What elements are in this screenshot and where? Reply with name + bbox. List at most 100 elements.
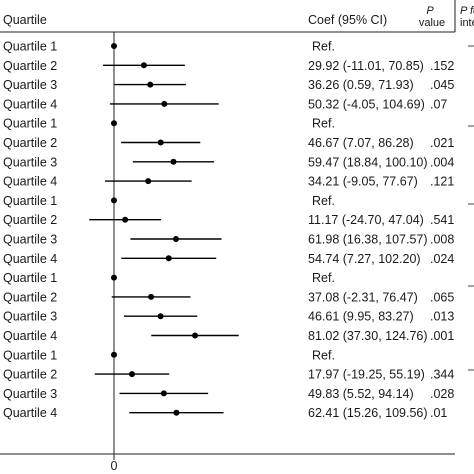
coef-ci-label: Ref. [312, 194, 335, 208]
coef-ci-label: Ref. [312, 271, 335, 285]
coef-point [128, 371, 135, 378]
p-value-label: .001 [430, 329, 454, 343]
row-label: Quartile 3 [3, 78, 57, 92]
p-value-label: .028 [430, 387, 454, 401]
p-value-label: .013 [430, 310, 454, 324]
row-label: Quartile 1 [3, 40, 57, 54]
coef-ci-label: Ref. [312, 117, 335, 131]
p-value-label: .07 [430, 97, 447, 111]
reference-point [111, 274, 117, 281]
coef-ci-label: 54.74 (7.27, 102.20) [308, 252, 421, 266]
forest-row: Quartile 4 62.41 (15.26, 109.56) .01 [3, 406, 447, 420]
coef-point [192, 332, 199, 339]
forest-row: Quartile 1 Ref. [3, 348, 335, 362]
row-label: Quartile 1 [3, 117, 57, 131]
table-header: Quartile Coef (95% CI) P value P fo inte [3, 5, 474, 29]
p-value-label: .152 [430, 59, 454, 73]
coef-ci-label: 11.17 (-24.70, 47.04) [308, 213, 424, 227]
coef-ci-label: 37.08 (-2.31, 76.47) [308, 290, 418, 304]
coef-point [165, 255, 172, 262]
row-label: Quartile 4 [3, 175, 57, 189]
plot-frame [0, 0, 474, 460]
row-label: Quartile 2 [3, 368, 57, 382]
coef-point [145, 178, 152, 185]
x-zero-label: 0 [111, 459, 118, 473]
p-value-label: .541 [430, 213, 454, 227]
row-label: Quartile 4 [3, 329, 57, 343]
row-label: Quartile 3 [3, 310, 57, 324]
coef-point [147, 81, 154, 88]
p-value-label: .024 [430, 252, 454, 266]
forest-row: Quartile 3 61.98 (16.38, 107.57) .008 [3, 233, 454, 247]
coef-ci-label: Ref. [312, 40, 335, 54]
reference-point [111, 120, 117, 127]
coef-ci-label: 34.21 (-9.05, 77.67) [308, 175, 418, 189]
p-value-label: .344 [430, 368, 454, 382]
forest-row: Quartile 1 Ref. [3, 271, 335, 285]
row-label: Quartile 3 [3, 155, 57, 169]
coef-point [157, 139, 164, 146]
forest-row: Quartile 2 37.08 (-2.31, 76.47) .065 [3, 290, 454, 304]
coef-ci-label: 50.32 (-4.05, 104.69) [308, 97, 425, 111]
row-label: Quartile 4 [3, 97, 57, 111]
row-label: Quartile 2 [3, 213, 57, 227]
row-label: Quartile 3 [3, 233, 57, 247]
coef-ci-label: 29.92 (-11.01, 70.85) [308, 59, 424, 73]
coef-ci-label: 46.67 (7.07, 86.28) [308, 136, 414, 150]
forest-row: Quartile 1 Ref. [3, 40, 335, 54]
row-label: Quartile 3 [3, 387, 57, 401]
coef-point [122, 216, 129, 223]
p-value-label: .045 [430, 78, 454, 92]
p-value-label: .065 [430, 290, 454, 304]
forest-row: Quartile 3 36.26 (0.59, 71.93) .045 [3, 78, 454, 92]
row-label: Quartile 2 [3, 290, 57, 304]
header-p-interaction-bottom: inte [460, 17, 474, 29]
coef-point [161, 100, 168, 107]
p-value-label: .008 [430, 233, 454, 247]
coef-point [160, 390, 167, 397]
coef-point [148, 293, 155, 300]
row-label: Quartile 2 [3, 136, 57, 150]
header-p-interaction-top: P fo [460, 5, 474, 17]
coef-ci-label: 61.98 (16.38, 107.57) [308, 233, 428, 247]
coef-point [172, 236, 179, 242]
coef-ci-label: 17.97 (-19.25, 55.19) [308, 368, 425, 382]
forest-row: Quartile 1 Ref. [3, 117, 335, 131]
forest-row: Quartile 2 11.17 (-24.70, 47.04) .541 [3, 213, 454, 227]
p-value-label: .121 [430, 175, 454, 189]
forest-row: Quartile 1 Ref. [3, 194, 335, 208]
forest-row: Quartile 2 17.97 (-19.25, 55.19) .344 [3, 368, 454, 382]
coef-point [157, 313, 164, 320]
coef-ci-label: 49.83 (5.52, 94.14) [308, 387, 414, 401]
coef-ci-label: 62.41 (15.26, 109.56) [308, 406, 428, 420]
reference-point [111, 351, 117, 358]
reference-point [111, 43, 117, 49]
coef-point [173, 409, 180, 416]
p-value-label: .021 [430, 136, 454, 150]
coef-ci-label: 36.26 (0.59, 71.93) [308, 78, 414, 92]
forest-row: Quartile 4 54.74 (7.27, 102.20) .024 [3, 252, 454, 266]
header-p-bottom: value [419, 17, 445, 29]
reference-point [111, 197, 117, 204]
coef-ci-label: 46.61 (9.95, 83.27) [308, 310, 414, 324]
coef-point [170, 158, 177, 165]
forest-row: Quartile 4 81.02 (37.30, 124.76) .001 [3, 329, 454, 343]
row-label: Quartile 1 [3, 194, 57, 208]
forest-row: Quartile 2 46.67 (7.07, 86.28) .021 [3, 136, 454, 150]
coef-ci-label: 59.47 (18.84, 100.10) [308, 155, 428, 169]
header-p-top: P [426, 5, 434, 17]
forest-rows: Quartile 1 Ref. Quartile 2 29.92 (-11.01, 7… [3, 40, 454, 421]
coef-point [140, 62, 147, 69]
row-label: Quartile 4 [3, 406, 57, 420]
header-coef: Coef (95% CI) [308, 13, 387, 27]
forest-row: Quartile 3 49.83 (5.52, 94.14) .028 [3, 387, 454, 401]
forest-row: Quartile 4 50.32 (-4.05, 104.69) .07 [3, 97, 447, 111]
forest-row: Quartile 4 34.21 (-9.05, 77.67) .121 [3, 175, 454, 189]
row-label: Quartile 2 [3, 59, 57, 73]
forest-row: Quartile 3 59.47 (18.84, 100.10) .004 [3, 155, 454, 169]
p-value-label: .004 [430, 155, 454, 169]
forest-row: Quartile 3 46.61 (9.95, 83.27) .013 [3, 310, 454, 324]
row-label: Quartile 1 [3, 348, 57, 362]
p-value-label: .01 [430, 406, 447, 420]
coef-ci-label: Ref. [312, 348, 335, 362]
